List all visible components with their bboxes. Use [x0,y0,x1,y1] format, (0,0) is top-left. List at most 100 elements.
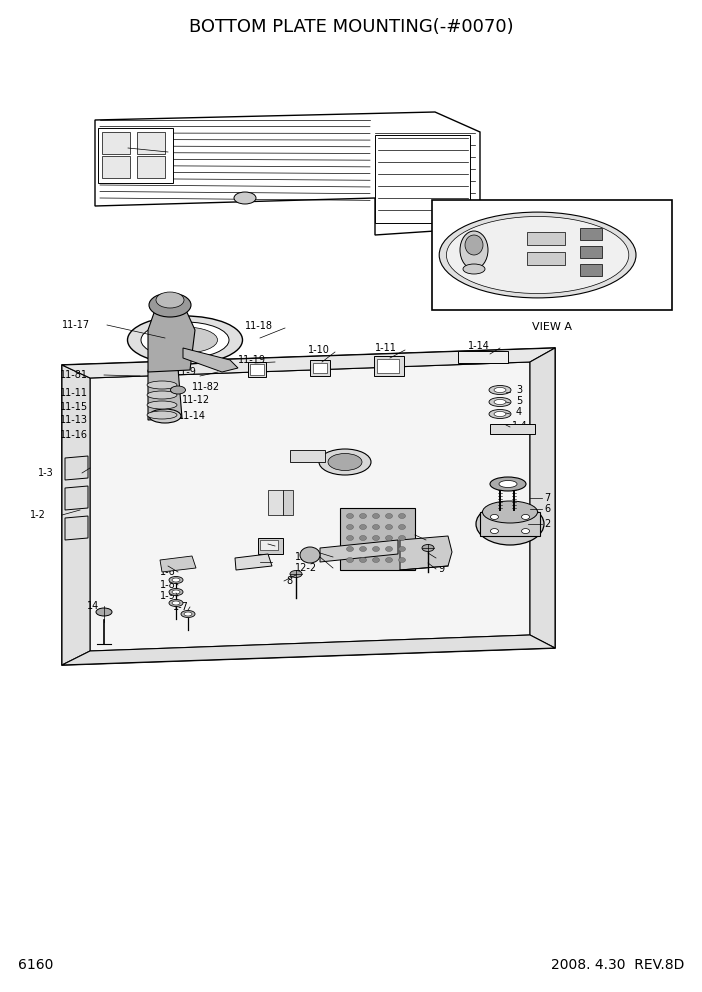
Ellipse shape [373,558,380,562]
Bar [432,200,672,310]
Ellipse shape [399,547,406,552]
Ellipse shape [181,610,195,617]
Bar [98,128,173,183]
Bar [490,424,535,434]
Text: 2008. 4.30  REV.8D: 2008. 4.30 REV.8D [550,958,684,972]
Ellipse shape [494,412,506,417]
Bar [480,512,540,536]
Bar [260,540,278,550]
Ellipse shape [152,327,218,353]
Text: 11-11: 11-11 [60,388,88,398]
Ellipse shape [446,216,629,294]
Text: 6160: 6160 [18,958,53,972]
Text: 10,13: 10,13 [105,143,133,153]
Ellipse shape [347,547,354,552]
Text: 1-11: 1-11 [375,343,397,353]
Text: 1-2: 1-2 [30,510,46,520]
Ellipse shape [128,316,242,364]
Ellipse shape [172,578,180,582]
Text: 1-7: 1-7 [173,602,189,612]
Ellipse shape [184,612,192,616]
Ellipse shape [359,514,366,519]
Ellipse shape [319,449,371,475]
Bar [268,490,283,515]
Text: 11-12: 11-12 [182,395,210,405]
Polygon shape [320,540,398,562]
Ellipse shape [373,547,380,552]
Bar [580,228,602,240]
Ellipse shape [328,453,362,470]
Text: VIEW A: VIEW A [532,322,572,332]
Text: 11-2: 11-2 [598,217,620,227]
Bar [290,450,325,462]
Ellipse shape [156,292,184,308]
Ellipse shape [439,212,636,298]
Bar [375,135,470,223]
Ellipse shape [490,477,526,491]
Ellipse shape [290,570,302,577]
Ellipse shape [169,588,183,595]
Ellipse shape [399,536,406,541]
Text: 11-13: 11-13 [60,415,88,425]
Ellipse shape [169,599,183,606]
Text: 18: 18 [400,535,412,545]
Polygon shape [183,348,238,372]
Polygon shape [400,536,452,570]
Bar [527,252,565,265]
Polygon shape [65,456,88,480]
Ellipse shape [359,547,366,552]
Bar [102,132,130,154]
Text: 11-1: 11-1 [449,256,471,266]
Text: 1-14: 1-14 [468,341,490,351]
Text: 11-15: 11-15 [60,402,88,412]
Bar [580,264,602,276]
Ellipse shape [494,388,506,393]
Ellipse shape [169,576,183,583]
Text: 4: 4 [516,407,522,417]
Ellipse shape [96,608,112,616]
Text: 8: 8 [286,576,292,586]
Text: 11-6: 11-6 [631,252,653,262]
Ellipse shape [399,514,406,519]
Ellipse shape [489,386,511,395]
Ellipse shape [482,501,538,523]
Ellipse shape [347,514,354,519]
Ellipse shape [491,529,498,534]
Polygon shape [65,486,88,510]
Text: 3: 3 [516,385,522,395]
Bar [137,156,165,178]
Polygon shape [65,516,88,540]
Ellipse shape [300,547,320,563]
Text: 9: 9 [438,564,444,574]
Ellipse shape [347,558,354,562]
Ellipse shape [399,525,406,530]
Ellipse shape [476,503,544,545]
Text: 1-10: 1-10 [308,345,330,355]
Bar [527,232,565,245]
Ellipse shape [147,401,177,409]
Ellipse shape [522,529,529,534]
Bar [377,359,399,373]
Ellipse shape [499,480,517,487]
Text: A: A [148,367,154,377]
Ellipse shape [373,525,380,530]
Ellipse shape [489,398,511,407]
Text: 1-9: 1-9 [160,591,176,601]
Ellipse shape [347,525,354,530]
Ellipse shape [172,601,180,605]
Polygon shape [160,556,196,572]
Ellipse shape [385,547,392,552]
Bar [258,538,283,554]
Bar [374,356,404,376]
Ellipse shape [385,514,392,519]
Text: 11-10: 11-10 [631,236,659,246]
Text: 11-19: 11-19 [238,355,266,365]
Ellipse shape [359,536,366,541]
Text: 11-5: 11-5 [580,282,602,292]
Ellipse shape [359,525,366,530]
Text: 5: 5 [516,396,522,406]
Bar [248,362,266,377]
Polygon shape [90,362,530,651]
Text: 1-6: 1-6 [160,567,176,577]
Bar [102,156,130,178]
